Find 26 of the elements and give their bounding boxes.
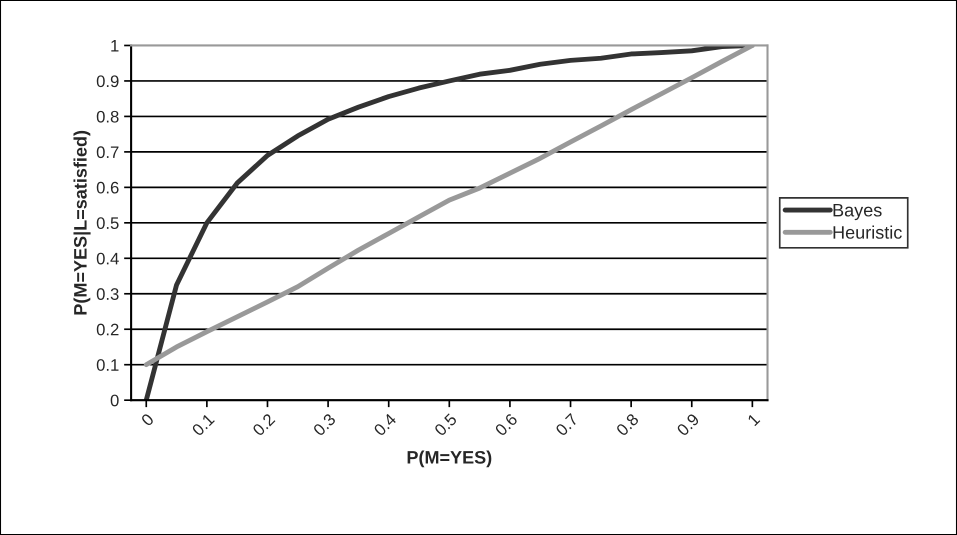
y-tick-label: 1 xyxy=(111,40,118,52)
x-tick-label: 0 xyxy=(140,412,154,427)
legend-label: Heuristic xyxy=(834,226,902,239)
y-tick-label: 0 xyxy=(110,394,119,406)
y-tick-label: 0.9 xyxy=(96,75,119,88)
x-tick-label: 0.6 xyxy=(494,412,518,437)
x-tick-label: 0.4 xyxy=(373,412,398,437)
x-tick-label: 0.8 xyxy=(616,412,640,437)
x-tick-label: 0.7 xyxy=(554,412,579,437)
legend-label: Bayes xyxy=(834,204,882,220)
x-tick-label: 0.9 xyxy=(676,412,700,437)
x-tick-label: 1 xyxy=(747,412,760,426)
y-tick-label: 0.4 xyxy=(96,252,119,264)
x-tick-label: 0.2 xyxy=(252,412,276,437)
y-tick-label: 0.1 xyxy=(96,359,118,371)
y-tick-label: 0.2 xyxy=(96,324,118,336)
x-tick-label: 0.1 xyxy=(191,412,215,437)
y-tick-label: 0.6 xyxy=(96,182,119,194)
y-axis-title: P(M=YES|L=satisfied) xyxy=(73,130,91,314)
y-tick-label: 0.8 xyxy=(96,110,119,123)
y-tick-label: 0.7 xyxy=(96,146,118,158)
y-tick-label: 0.5 xyxy=(96,217,119,230)
y-tick-label: 0.3 xyxy=(96,288,119,300)
x-tick-label: 0.3 xyxy=(312,412,336,437)
x-axis-title: P(M=YES) xyxy=(408,450,492,468)
x-tick-label: 0.5 xyxy=(434,412,458,437)
